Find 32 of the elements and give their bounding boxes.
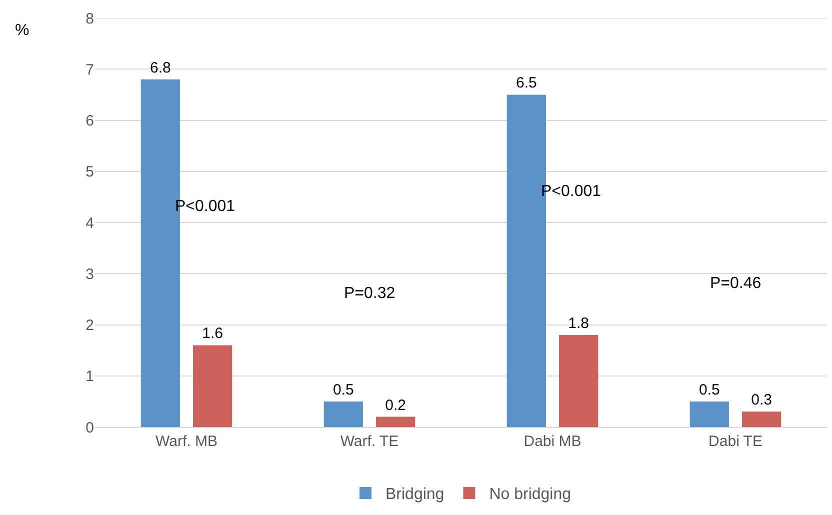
annotation: P=0.32 <box>344 285 396 302</box>
data-label: 0.5 <box>698 381 720 398</box>
data-label: 0.3 <box>751 392 772 409</box>
legend-label: Bridging <box>386 486 444 504</box>
x-tick-label: Warf. MB <box>156 433 218 450</box>
bar <box>376 416 416 427</box>
x-tick-label: Dabi MB <box>524 433 582 450</box>
x-tick-label: Warf. TE <box>340 433 399 450</box>
y-tick-label: 5 <box>86 164 94 181</box>
data-label: 0.5 <box>332 381 354 398</box>
bar <box>690 401 729 427</box>
bar <box>324 401 363 427</box>
y-tick-label: 8 <box>86 10 94 28</box>
bar <box>559 334 598 427</box>
bar <box>742 412 782 427</box>
y-tick-label: 4 <box>86 214 94 232</box>
x-tick-label: Dabi TE <box>708 433 762 450</box>
data-label: 6.8 <box>150 59 171 76</box>
y-tick-label: 3 <box>86 266 94 283</box>
y-tick-label: 6 <box>86 112 94 130</box>
data-label: 1.8 <box>568 314 590 332</box>
data-label: 0.2 <box>385 396 406 414</box>
y-tick-label: 1 <box>86 368 94 386</box>
y-tick-label: 0 <box>86 419 94 436</box>
legend-label: No bridging <box>489 486 572 504</box>
annotation: P=0.46 <box>710 275 762 292</box>
data-label: 1.6 <box>202 325 224 342</box>
y-axis-title: % <box>15 22 30 39</box>
y-tick-label: 7 <box>86 61 94 78</box>
data-label: 6.5 <box>516 74 537 92</box>
bar <box>193 345 232 427</box>
y-tick-label: 2 <box>86 317 94 334</box>
